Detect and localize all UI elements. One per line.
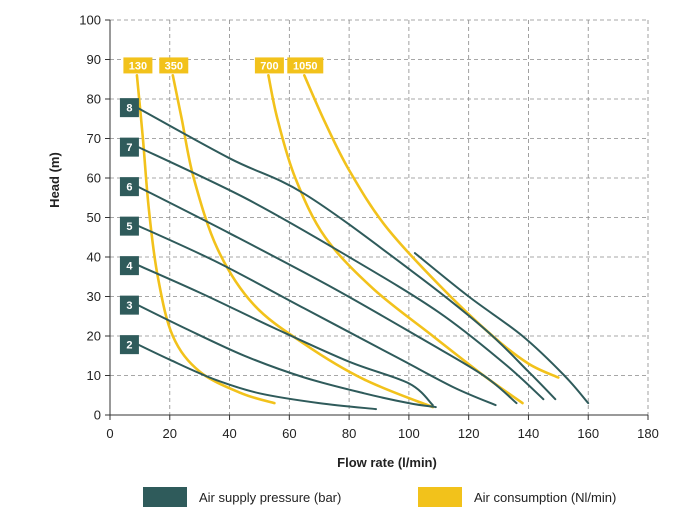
legend-consumption-swatch <box>418 487 462 507</box>
legend-consumption: Air consumption (Nl/min) <box>418 487 616 507</box>
pressure-label-text: 5 <box>126 221 132 233</box>
legend-pressure-swatch <box>143 487 187 507</box>
consumption-label-box <box>159 57 189 74</box>
x-tick-label: 140 <box>518 426 540 441</box>
pressure-label-box <box>119 295 139 315</box>
pressure-line-2 <box>129 340 377 411</box>
pressure-line-6 <box>129 182 518 405</box>
y-tick-label: 10 <box>87 368 101 383</box>
y-tick-label: 30 <box>87 289 101 304</box>
y-tick-label: 80 <box>87 92 101 107</box>
pressure-label-text: 3 <box>126 300 132 312</box>
pressure-line-3 <box>129 300 437 409</box>
consumption-label-text: 130 <box>129 60 147 72</box>
y-tick-label: 90 <box>87 52 101 67</box>
legend-consumption-label: Air consumption (Nl/min) <box>474 489 617 505</box>
consumption-label-box <box>123 57 153 74</box>
y-tick-label: 50 <box>87 210 101 225</box>
x-tick-label: 60 <box>282 426 296 441</box>
x-tick-label: 80 <box>342 426 356 441</box>
grid <box>110 19 649 415</box>
pressure-label-text: 4 <box>126 261 133 273</box>
legend-pressure-label: Air supply pressure (bar) <box>199 489 342 505</box>
consumption-label-box <box>287 57 324 74</box>
y-axis-title: Head (m) <box>47 152 62 208</box>
legend-pressure: Air supply pressure (bar) <box>143 487 341 507</box>
pressure-label-box <box>119 137 139 157</box>
x-tick-label: 180 <box>637 426 659 441</box>
pressure-label-text: 8 <box>126 103 132 115</box>
x-tick-label: 100 <box>398 426 420 441</box>
x-axis-title: Flow rate (l/min) <box>337 455 437 470</box>
pressure-label-box <box>119 256 139 276</box>
pressure-line-7 <box>129 142 545 401</box>
x-tick-label: 40 <box>222 426 236 441</box>
y-tick-label: 100 <box>79 13 101 28</box>
consumption-label-box <box>254 57 284 74</box>
pressure-label-text: 7 <box>126 142 132 154</box>
pressure-label-box <box>119 98 139 118</box>
pressure-label-box <box>119 335 139 355</box>
y-tick-label: 60 <box>87 171 101 186</box>
y-tick-label: 70 <box>87 131 101 146</box>
pressure-label-box <box>119 216 139 236</box>
pressure-line-5 <box>129 221 497 407</box>
consumption-line-130 <box>135 74 276 405</box>
x-tick-label: 0 <box>106 426 113 441</box>
pressure-line-4 <box>129 261 434 407</box>
x-tick-label: 160 <box>577 426 599 441</box>
x-tick-label: 120 <box>458 426 480 441</box>
consumption-label-text: 700 <box>260 60 278 72</box>
consumption-line-350 <box>171 74 435 409</box>
y-tick-label: 20 <box>87 329 101 344</box>
pressure-line-extra <box>413 252 590 405</box>
series-layer <box>129 74 590 411</box>
axes: 0 20 40 60 80 100 120 140 160 180 0 10 20 30 40 50 60 70 8… <box>79 13 659 442</box>
consumption-line-1050 <box>303 74 560 379</box>
pressure-label-text: 6 <box>126 182 132 194</box>
consumption-label-text: 350 <box>165 60 183 72</box>
pressure-label-box <box>119 177 139 197</box>
pressure-line-8 <box>129 103 557 401</box>
consumption-label-text: 1050 <box>293 60 317 72</box>
y-tick-label: 40 <box>87 250 101 265</box>
labels-layer: 2 3 4 5 6 7 8 130 350 700 1050 <box>119 57 324 355</box>
y-tick-label: 0 <box>94 408 101 423</box>
pressure-label-text: 2 <box>126 340 132 352</box>
x-tick-label: 20 <box>163 426 177 441</box>
